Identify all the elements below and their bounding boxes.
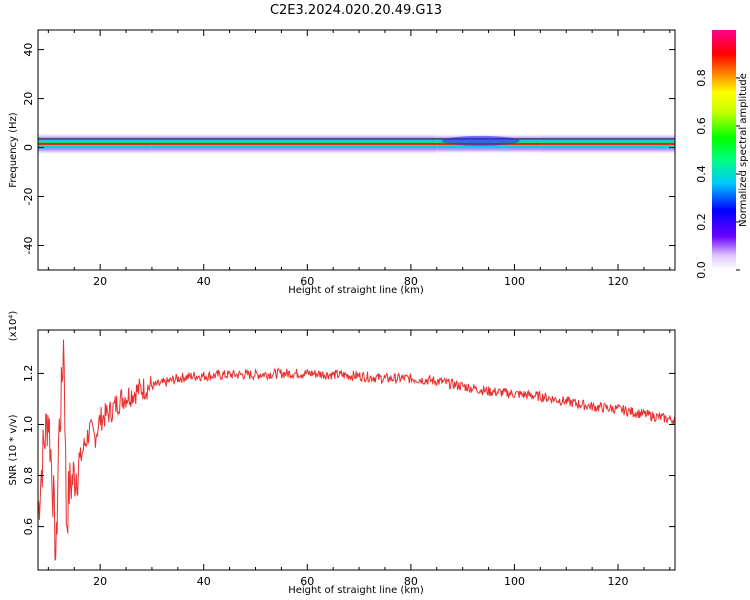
spectrogram-y-ticks: -40 -20 0 20 40 — [22, 43, 675, 255]
y-tick-label: -40 — [22, 237, 35, 255]
x-tick-label: 80 — [404, 275, 418, 288]
colorbar-tick-label: 0.4 — [695, 165, 708, 183]
spectrogram-x-label: Height of straight line (km) — [288, 285, 424, 296]
spectrogram-y-label: Frequency (Hz) — [8, 112, 19, 188]
spectral-band — [38, 133, 675, 155]
band-blob — [441, 135, 520, 146]
colorbar-tick-label: 0.2 — [695, 213, 708, 231]
y-tick-label: 1.2 — [22, 365, 35, 383]
figure-title: C2E3.2024.020.20.49.G13 — [270, 3, 442, 18]
snr-y-label: SNR (10 * v/v) — [8, 414, 19, 485]
x-tick-label: 60 — [300, 575, 314, 588]
spectrogram-frame — [37, 29, 676, 271]
y-tick-label: 1.0 — [22, 416, 35, 434]
snr-frame — [37, 329, 676, 571]
x-tick-label: 120 — [608, 575, 629, 588]
spectrogram-x-ticks: 20 40 60 80 100 120 — [47, 30, 671, 288]
snr-x-ticks: 20 40 60 80 100 120 — [47, 330, 671, 588]
spectrogram-panel: 20 40 60 80 100 120 -40 -20 0 20 40 Height of str… — [8, 29, 676, 296]
x-tick-label: 100 — [504, 575, 525, 588]
x-tick-label: 20 — [93, 275, 107, 288]
y-tick-label: 0.8 — [22, 467, 35, 485]
colorbar-tick-label: 0.8 — [695, 69, 708, 87]
colorbar: 0.0 0.2 0.4 0.6 0.8 Normalized spectral ampl… — [695, 30, 749, 279]
y-tick-label: 40 — [22, 43, 35, 57]
snr-series-line — [38, 339, 675, 561]
y-tick-label: 20 — [22, 92, 35, 106]
y-tick-label: -20 — [22, 188, 35, 206]
y-tick-label: 0 — [22, 144, 35, 151]
x-tick-label: 120 — [608, 275, 629, 288]
colorbar-ticks: 0.0 0.2 0.4 0.6 0.8 — [695, 69, 740, 279]
colorbar-tick-label: 0.6 — [695, 117, 708, 135]
snr-y-ticks: 0.6 0.8 1.0 1.2 — [22, 365, 675, 536]
x-tick-label: 100 — [504, 275, 525, 288]
x-tick-label: 40 — [197, 575, 211, 588]
snr-panel: 20 40 60 80 100 120 0.6 0.8 1.0 1.2 Height of st… — [8, 311, 676, 596]
snr-x-label: Height of straight line (km) — [288, 585, 424, 596]
colorbar-tick-label: 0.0 — [695, 261, 708, 279]
y-tick-label: 0.6 — [22, 518, 35, 536]
colorbar-label: Normalized spectral amplitude — [738, 73, 749, 227]
snr-scale-note: (x10⁴) — [8, 311, 19, 342]
x-tick-label: 80 — [404, 575, 418, 588]
x-tick-label: 60 — [300, 275, 314, 288]
colorbar-gradient — [712, 30, 736, 270]
x-tick-label: 20 — [93, 575, 107, 588]
x-tick-label: 40 — [197, 275, 211, 288]
